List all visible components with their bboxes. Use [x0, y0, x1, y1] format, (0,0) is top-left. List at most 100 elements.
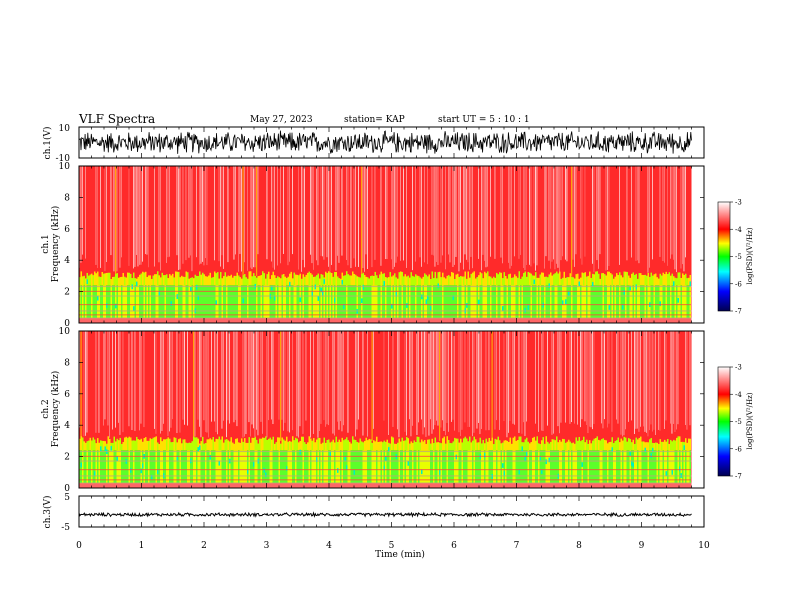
- spectrogram-pixel-column: [569, 285, 571, 319]
- spectrogram-pixel-column: [529, 443, 531, 451]
- spectrogram-pixel-column: [626, 441, 628, 451]
- spectrogram-pixel-column: [656, 450, 658, 484]
- spectrogram-pixel-column: [515, 276, 517, 286]
- spectrogram-pixel-column: [100, 285, 102, 319]
- spectrogram-pixel-column: [596, 271, 598, 286]
- spectrogram-pixel-column: [164, 285, 166, 319]
- spectrogram-pixel-column: [466, 278, 468, 286]
- spectrogram-pixel-column: [472, 166, 473, 269]
- spectrogram-pixel-column: [544, 285, 546, 319]
- spectrogram-pixel-column: [580, 450, 582, 484]
- spectrogram-pixel-column: [172, 450, 174, 484]
- spectrogram-pixel-column: [625, 450, 627, 484]
- spectrogram-pixel-column: [289, 331, 290, 433]
- spectrogram-pixel-column: [173, 437, 175, 451]
- spectrogram-pixel-column: [169, 438, 171, 451]
- spectrogram-pixel-column: [505, 440, 507, 451]
- spectrogram-pixel-column: [239, 277, 241, 286]
- y-tick-label: 8: [64, 193, 70, 203]
- spectrogram-pixel-column: [472, 285, 474, 319]
- spectrogram-pixel-column: [251, 166, 253, 269]
- spectrogram-pixel-column: [317, 450, 319, 484]
- spectrogram-pixel-column: [440, 277, 442, 286]
- spectrogram-pixel-column: [455, 438, 457, 451]
- spectrogram-pixel-column: [389, 443, 391, 451]
- spectrogram-pixel-column: [574, 285, 576, 319]
- spectrogram-pixel-column: [566, 285, 568, 319]
- spectrogram-pixel-column: [305, 444, 307, 451]
- spectrogram-pixel-column: [455, 274, 457, 286]
- spectrogram-pixel-column: [397, 442, 399, 451]
- spectrogram-pixel-column: [676, 450, 678, 484]
- spectrogram-pixel-column: [100, 446, 102, 452]
- spectrogram-pixel-column: [284, 450, 286, 484]
- spectrogram-pixel-column: [469, 331, 470, 427]
- spectrogram-pixel-column: [674, 331, 676, 433]
- spectrogram-pixel-column: [112, 450, 114, 484]
- spectrogram-pixel-column: [268, 331, 269, 421]
- spectrogram-pixel-column: [526, 450, 528, 484]
- spectrogram-pixel-column: [98, 442, 100, 451]
- spectrogram-pixel-column: [166, 450, 168, 484]
- spectrogram-pixel-column: [670, 439, 672, 451]
- spectrogram-pixel-column: [142, 166, 143, 262]
- spectrogram-pixel-column: [220, 450, 222, 484]
- spectrogram-pixel-column: [191, 166, 193, 272]
- spectrogram-pixel-column: [659, 301, 661, 307]
- spectrogram-pixel-column: [332, 276, 334, 286]
- spectrogram-pixel-column: [607, 331, 608, 428]
- spectrogram-pixel-column: [658, 278, 660, 286]
- spectrogram-pixel-column: [682, 285, 684, 319]
- spectrogram-pixel-column: [439, 470, 441, 475]
- spectrogram-pixel-column: [254, 450, 256, 484]
- spectrogram-pixel-column: [394, 285, 396, 319]
- spectrogram-pixel-column: [284, 331, 286, 423]
- spectrogram-pixel-column: [211, 450, 213, 484]
- spectrogram-pixel-column: [235, 450, 237, 484]
- spectrogram-pixel-column: [613, 450, 615, 484]
- spectrogram-pixel-column: [242, 166, 244, 276]
- spectrogram-pixel-column: [337, 331, 338, 422]
- spectrogram-pixel-column: [614, 285, 616, 319]
- colorbar-tick-label: -4: [735, 391, 742, 399]
- spectrogram-pixel-column: [455, 285, 457, 319]
- spectrogram-pixel-column: [158, 444, 160, 451]
- spectrogram-pixel-column: [212, 285, 214, 319]
- spectrogram-pixel-column: [199, 166, 200, 265]
- spectrogram-pixel-column: [623, 289, 625, 295]
- spectrogram-pixel-column: [205, 166, 206, 259]
- spectrogram-pixel-column: [458, 331, 460, 433]
- spectrogram-pixel-column: [454, 166, 455, 265]
- spectrogram-pixel-column: [253, 273, 255, 286]
- spectrogram-pixel-column: [593, 450, 595, 484]
- spectrogram-pixel-column: [394, 166, 395, 267]
- spectrogram-pixel-column: [202, 166, 203, 262]
- spectrogram-pixel-column: [340, 450, 342, 484]
- spectrogram-pixel-column: [196, 285, 198, 319]
- spectrogram-pixel-column: [463, 438, 465, 451]
- spectrogram-pixel-column: [224, 272, 226, 286]
- ch1-spectrogram-ticks: [78, 166, 705, 323]
- spectrogram-pixel-column: [148, 450, 150, 484]
- spectrogram-pixel-column: [622, 440, 624, 451]
- spectrogram-pixel-column: [676, 437, 678, 451]
- spectrogram-pixel-column: [442, 285, 444, 319]
- spectrogram-pixel-column: [463, 166, 464, 270]
- spectrogram-pixel-column: [206, 439, 208, 451]
- spectrogram-pixel-column: [143, 272, 145, 286]
- spectrogram-pixel-column: [230, 274, 232, 286]
- spectrogram-pixel-column: [460, 166, 461, 263]
- spectrogram-pixel-column: [509, 285, 511, 319]
- spectrogram-pixel-column: [370, 285, 372, 319]
- spectrogram-pixel-column: [491, 450, 493, 484]
- spectrogram-pixel-column: [635, 273, 637, 286]
- spectrogram-pixel-column: [557, 273, 559, 286]
- spectrogram-pixel-column: [269, 285, 271, 319]
- spectrogram-pixel-column: [617, 275, 619, 286]
- spectrogram-pixel-column: [647, 450, 649, 484]
- spectrogram-pixel-column: [497, 274, 499, 286]
- spectrogram-pixel-column: [520, 436, 522, 451]
- spectrogram-pixel-column: [167, 437, 169, 451]
- spectrogram-pixel-column: [257, 276, 259, 286]
- spectrogram-pixel-column: [514, 285, 516, 319]
